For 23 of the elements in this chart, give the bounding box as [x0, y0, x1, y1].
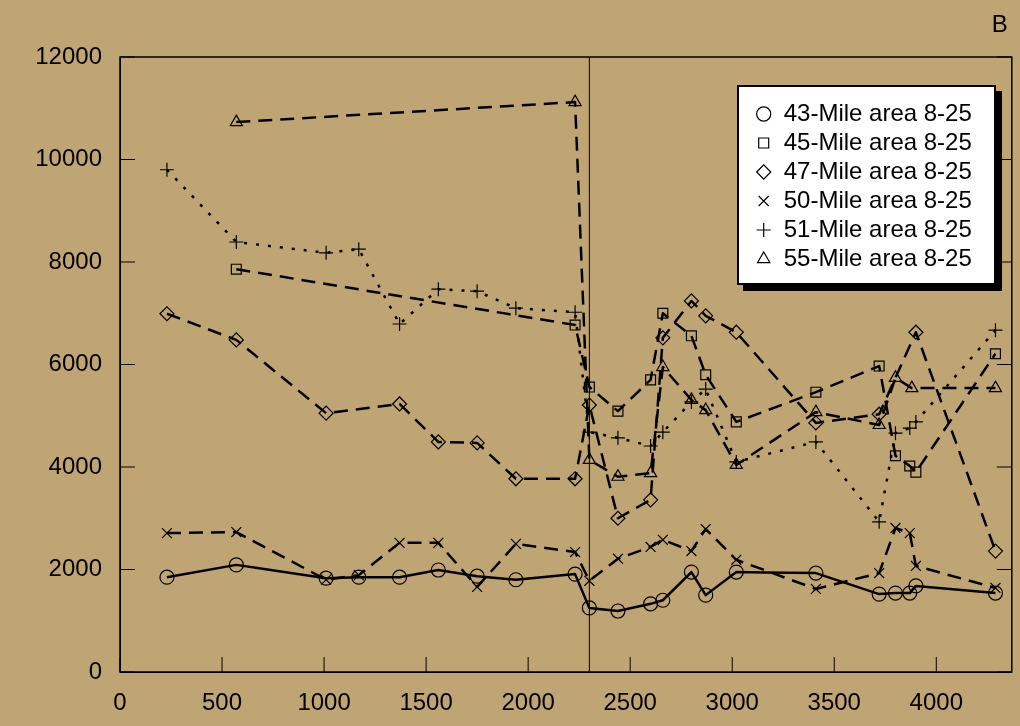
- legend-label: 43-Mile area 8-25: [783, 98, 972, 126]
- legend-label: 45-Mile area 8-25: [783, 127, 972, 155]
- text: B: [991, 9, 1008, 37]
- y-tick-label: 4000: [48, 451, 102, 479]
- legend-label: 47-Mile area 8-25: [783, 156, 972, 184]
- x-tick-label: 0: [113, 688, 127, 716]
- y-tick-label: 0: [88, 656, 102, 684]
- legend-label: 51-Mile area 8-25: [783, 214, 972, 242]
- y-tick-label: 8000: [48, 246, 102, 274]
- x-tick-label: 4000: [909, 688, 963, 716]
- x-tick-label: 1500: [399, 688, 453, 716]
- x-tick-label: 2000: [501, 688, 555, 716]
- x-tick-label: 1000: [297, 688, 351, 716]
- legend-label: 55-Mile area 8-25: [783, 243, 972, 271]
- x-tick-label: 2500: [603, 688, 657, 716]
- legend-label: 50-Mile area 8-25: [783, 185, 972, 213]
- x-tick-label: 3500: [807, 688, 861, 716]
- x-tick-label: 3000: [705, 688, 759, 716]
- x-tick-label: 500: [202, 688, 243, 716]
- y-tick-label: 2000: [48, 554, 102, 582]
- y-tick-label: 10000: [35, 144, 102, 172]
- y-tick-label: 6000: [48, 349, 102, 377]
- y-tick-label: 12000: [35, 41, 102, 69]
